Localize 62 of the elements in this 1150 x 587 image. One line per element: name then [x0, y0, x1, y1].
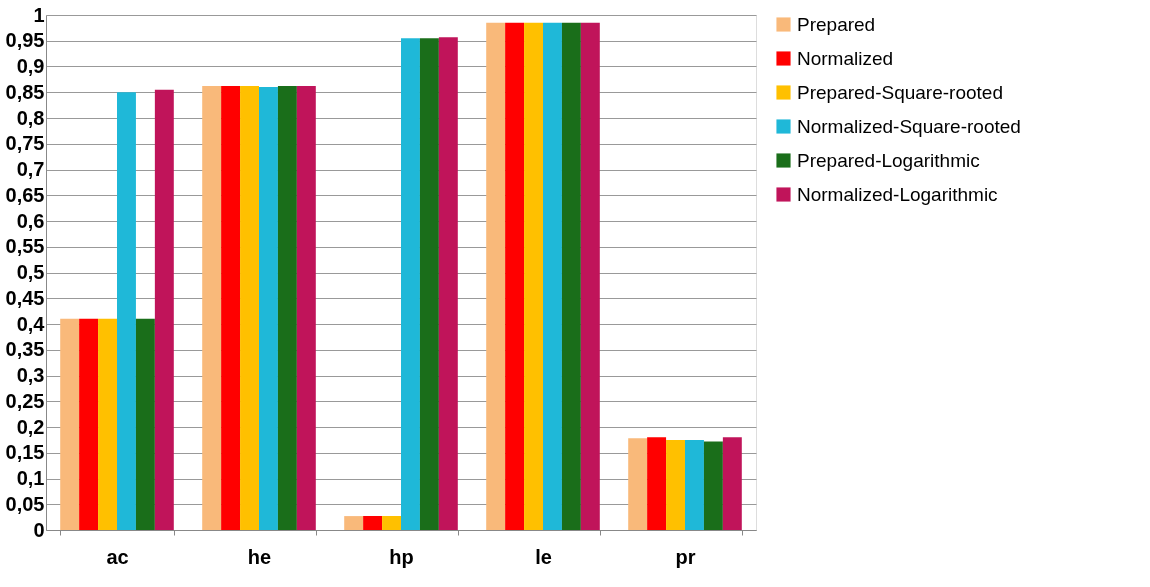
y-tick-label: 0,45 — [5, 286, 45, 309]
legend-label: Normalized-Logarithmic — [797, 183, 998, 205]
bar — [117, 92, 136, 530]
bar — [135, 318, 155, 530]
x-tick-label: ac — [106, 545, 129, 568]
y-tick-label: 0,6 — [16, 209, 45, 232]
y-tick-label: 0,35 — [5, 338, 45, 361]
bar — [543, 22, 562, 530]
y-tick-label: 0,2 — [16, 415, 45, 438]
legend-label: Normalized — [797, 47, 894, 69]
y-tick-label: 0,8 — [16, 106, 45, 129]
y-tick-label: 0,95 — [5, 29, 45, 52]
bar — [277, 86, 297, 530]
bar — [98, 318, 117, 530]
y-tick-label: 1 — [33, 3, 45, 26]
y-tick-label: 0,55 — [5, 235, 45, 258]
y-tick-label: 0,85 — [5, 80, 45, 103]
y-tick-label: 0,15 — [5, 441, 45, 464]
bar — [419, 38, 439, 530]
y-tick-label: 0,9 — [16, 55, 45, 77]
legend-label: Prepared-Square-rooted — [797, 81, 1003, 103]
legend-label: Prepared-Logarithmic — [797, 149, 980, 171]
bar — [561, 22, 581, 530]
y-tick-label: 0,3 — [16, 364, 45, 386]
x-tick-label: pr — [675, 545, 696, 568]
bar — [722, 437, 742, 530]
bar — [259, 87, 278, 530]
bar — [363, 516, 383, 530]
bar — [154, 89, 174, 530]
y-tick-label: 0,05 — [5, 492, 45, 515]
y-tick-label: 0,75 — [5, 132, 45, 155]
y-tick-label: 0,4 — [16, 312, 46, 335]
bar — [401, 38, 420, 530]
bar — [524, 22, 543, 530]
y-tick-label: 0,1 — [16, 467, 45, 489]
y-tick-label: 0,25 — [5, 389, 45, 412]
bar — [202, 86, 222, 530]
bar — [685, 439, 704, 530]
y-tick-label: 0,65 — [5, 183, 45, 206]
bar — [344, 516, 364, 530]
y-tick-label: 0 — [33, 518, 45, 541]
bar — [60, 318, 80, 530]
bar — [505, 22, 525, 530]
bar — [221, 86, 241, 530]
bar — [703, 441, 723, 530]
bar — [647, 437, 667, 530]
bar — [628, 438, 648, 530]
bar — [486, 22, 506, 530]
bar — [240, 86, 259, 530]
bar — [79, 318, 99, 530]
bar — [580, 22, 600, 530]
x-tick-label: le — [535, 545, 552, 568]
bar — [296, 86, 316, 530]
legend-label: Normalized-Square-rooted — [797, 115, 1021, 137]
bar — [438, 37, 458, 530]
y-tick-label: 0,7 — [16, 158, 45, 180]
y-tick-label: 0,5 — [16, 261, 45, 283]
bar — [666, 439, 685, 530]
x-tick-label: he — [247, 545, 272, 568]
bar — [382, 516, 401, 530]
legend-label: Prepared — [797, 13, 876, 35]
x-tick-label: hp — [389, 545, 414, 568]
